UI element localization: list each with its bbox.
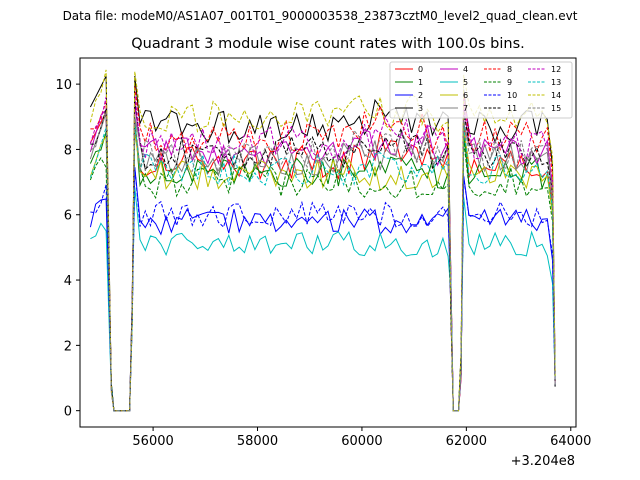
legend-label: 5 bbox=[463, 78, 468, 87]
x-tick-label: 62000 bbox=[446, 434, 487, 449]
axes-frame bbox=[79, 57, 577, 428]
x-tick-label: 58000 bbox=[237, 434, 278, 449]
series-line-12 bbox=[89, 93, 556, 412]
legend-label: 15 bbox=[551, 104, 561, 113]
series-line-5 bbox=[90, 187, 556, 412]
y-tick-label: 8 bbox=[64, 143, 72, 158]
series-line-10 bbox=[90, 167, 556, 412]
series-line-6 bbox=[89, 129, 556, 412]
legend-label: 6 bbox=[463, 91, 468, 100]
x-tick-label: 64000 bbox=[550, 434, 591, 449]
legend-label: 7 bbox=[463, 104, 468, 113]
x-axis-offset-label: +3.204e8 bbox=[511, 454, 575, 469]
series-line-4 bbox=[89, 103, 556, 412]
y-tick-label: 2 bbox=[64, 339, 72, 354]
legend-label: 4 bbox=[463, 65, 468, 74]
legend-label: 9 bbox=[507, 78, 512, 87]
chart-title: Quadrant 3 module wise count rates with … bbox=[131, 36, 525, 52]
x-axis-ticks: 56000 58000 60000 62000 64000 bbox=[132, 427, 591, 449]
series-line-15 bbox=[90, 111, 556, 412]
legend-label: 1 bbox=[418, 78, 423, 87]
legend-label: 8 bbox=[507, 65, 512, 74]
series-line-9 bbox=[89, 124, 556, 412]
series-line-1 bbox=[89, 116, 556, 412]
legend-label: 12 bbox=[551, 65, 561, 74]
legend-label: 2 bbox=[418, 91, 423, 100]
legend-frame bbox=[389, 61, 573, 119]
y-axis-ticks: 0 2 4 6 8 10 bbox=[55, 78, 80, 420]
y-tick-label: 10 bbox=[55, 78, 72, 93]
series-line-11 bbox=[90, 99, 556, 412]
legend-label: 13 bbox=[551, 78, 561, 87]
x-tick-label: 60000 bbox=[341, 434, 382, 449]
x-tick-label: 56000 bbox=[132, 434, 173, 449]
legend-label: 0 bbox=[418, 65, 423, 74]
y-tick-label: 4 bbox=[64, 274, 72, 289]
legend-label: 11 bbox=[507, 104, 517, 113]
y-tick-label: 6 bbox=[64, 209, 72, 224]
series-line-2 bbox=[89, 167, 556, 412]
legend-label: 14 bbox=[551, 91, 561, 100]
plot-lines bbox=[89, 69, 556, 412]
data-file-label: Data file: modeM0/AS1A07_001T01_90000035… bbox=[63, 9, 578, 23]
legend-label: 3 bbox=[418, 104, 423, 113]
series-line-14 bbox=[89, 69, 556, 412]
legend-label: 10 bbox=[507, 91, 517, 100]
y-tick-label: 0 bbox=[64, 405, 72, 420]
series-line-13 bbox=[89, 124, 556, 412]
